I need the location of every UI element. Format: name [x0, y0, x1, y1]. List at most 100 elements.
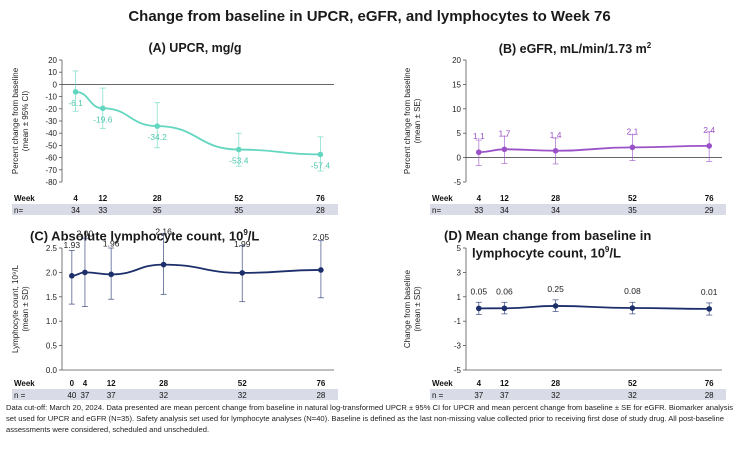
panel-d-data-point [476, 305, 482, 312]
panel-b-week-row-label: Week [432, 194, 453, 203]
panel-c-title-suffix: /L [247, 228, 260, 244]
panel-d-data-label: 0.06 [496, 286, 513, 296]
panel-c-week-value: 28 [159, 379, 168, 388]
panel-a-week-value: 52 [234, 194, 243, 203]
panel-c-week-value: 0 [70, 379, 75, 388]
panel-b-data-label: 1.7 [498, 128, 510, 138]
panel-c-n-value: 37 [107, 391, 116, 400]
panel-c-n-value: 37 [80, 391, 89, 400]
panel-d-data-label: 0.01 [701, 287, 718, 297]
panel-d-y-tick-label: -3 [454, 342, 462, 351]
panel-d-title-sup: 9 [604, 244, 610, 254]
panel-d-n-value: 37 [474, 391, 483, 400]
panel-d-y-tick-label: 1 [457, 293, 462, 302]
panel-d-y-tick-label: -1 [454, 317, 462, 326]
panel-c-y-tick-label: 1.5 [46, 293, 58, 302]
panel-a-data-label: -6.1 [68, 98, 83, 108]
panel-a-data-label: -19.6 [93, 114, 113, 124]
panel-a-title-text: (A) UPCR, mg/g [148, 41, 242, 55]
panel-a-y-tick-label: -20 [45, 105, 57, 114]
panel-a-y-axis-title: Percent change from baseline(mean ± 95% … [11, 67, 30, 174]
panel-b-n-value: 29 [705, 206, 714, 215]
panel-c-data-label: 2.16 [155, 227, 172, 237]
panel-a-week-value: 12 [98, 194, 107, 203]
panel-b-n-value: 34 [500, 206, 509, 215]
panel-b-y-tick-label: 20 [452, 56, 461, 65]
panel-a-data-point [72, 89, 79, 95]
panel-a-y-tick-label: 10 [48, 68, 57, 77]
panel-a-week-value: 4 [73, 194, 78, 203]
panel-b-week-value: 52 [628, 194, 637, 203]
panel-c-week-value: 4 [83, 379, 88, 388]
panel-d-series-line [478, 305, 710, 310]
panel-c-week-value: 12 [107, 379, 116, 388]
panel-c-n-value: 32 [159, 391, 168, 400]
panel-b-y-axis-title: Percent change from baseline(mean ± SE) [403, 67, 422, 174]
panel-a-n-value: 28 [316, 206, 325, 215]
panel-b-title-text: (B) eGFR, mL/min/1.73 m [498, 42, 647, 57]
panel-c-n-value: 40 [67, 391, 76, 400]
panel-a-y-tick-label: -60 [45, 154, 57, 163]
panel-b-title: (B) eGFR, mL/min/1.73 m2 [440, 41, 710, 56]
panel-d-y-tick-label: 3 [457, 268, 462, 277]
panel-a-week-row-label: Week [14, 194, 35, 203]
panel-a-y-tick-label: 20 [48, 56, 57, 65]
panel-d-n-value: 37 [500, 391, 509, 400]
panel-a-y-tick-label: -10 [45, 93, 57, 102]
panel-d-data-point [501, 305, 508, 312]
panel-b-y-tick-label: 0 [457, 154, 462, 163]
panel-a-y-tick-label: -30 [45, 117, 57, 126]
panel-a-n-row-bg [12, 204, 338, 215]
panel-b-n-value: 33 [474, 206, 483, 215]
panel-b-data-point [501, 146, 508, 153]
panel-d-data-point [706, 306, 712, 312]
panel-a-week-value: 76 [316, 194, 325, 203]
panel-b-n-row-bg [430, 204, 726, 215]
panel-c-data-point [108, 271, 114, 278]
panel-c-y-tick-label: 2.5 [46, 244, 58, 253]
panel-c-data-label: 1.93 [64, 240, 81, 250]
panel-c-data-point [239, 270, 246, 276]
panel-c-data-point [69, 273, 75, 279]
panel-d-title-line2: lymphocyte count, 10 [472, 245, 605, 261]
panel-c-title-text: (C) Absolute lymphocyte count, 10 [30, 228, 244, 244]
panel-c-title-sup: 9 [243, 228, 248, 237]
footnote: Data cut-off: March 20, 2024. Data prese… [6, 403, 734, 434]
panel-a-n-row-label: n= [14, 206, 23, 215]
panel-c-data-label: 1.99 [234, 239, 251, 249]
panel-d-week-value: 28 [551, 379, 560, 388]
figure-title: Change from baseline in UPCR, eGFR, and … [128, 8, 611, 25]
panel-c-title: (C) Absolute lymphocyte count, 109/L [30, 228, 330, 243]
panel-c-n-value: 28 [316, 391, 325, 400]
panel-a-data-label: -57.4 [311, 160, 331, 170]
panel-b-data-label: 2.1 [626, 126, 638, 136]
panel-c-y-tick-label: 0.5 [46, 342, 58, 351]
panel-c-data-point [82, 269, 88, 276]
panel-c-week-row-label: Week [14, 379, 35, 388]
panel-d-y-tick-label: -5 [454, 366, 462, 375]
panel-a-y-tick-label: -40 [45, 129, 57, 138]
panel-c-data-label: 2.00 [77, 228, 94, 238]
panel-a-title: (A) UPCR, mg/g [60, 41, 330, 55]
panel-d-y-tick-label: 5 [457, 244, 462, 253]
panel-b-y-tick-label: 5 [457, 129, 462, 138]
panel-b-data-point [552, 147, 559, 154]
panel-a-data-point [317, 151, 324, 158]
panel-d-week-value: 12 [500, 379, 509, 388]
panel-d-n-value: 32 [628, 391, 637, 400]
panel-a-data-point [100, 105, 106, 112]
panel-d-n-row-label: n = [432, 391, 444, 400]
panel-c-data-point [160, 261, 167, 268]
panel-b-week-value: 12 [500, 194, 509, 203]
panel-c-n-row-label: n = [14, 391, 26, 400]
panel-d-title-suffix: /L [609, 245, 621, 261]
panel-a-y-tick-label: -80 [45, 178, 57, 187]
panel-b-week-value: 76 [705, 194, 714, 203]
panel-d-n-row-bg [430, 389, 726, 400]
panel-c-n-value: 32 [238, 391, 247, 400]
panel-b-y-tick-label: -5 [454, 178, 462, 187]
panel-c-week-value: 76 [316, 379, 325, 388]
panel-c-y-tick-label: 1.0 [46, 317, 58, 326]
panel-c-data-label: 2.05 [313, 232, 330, 242]
